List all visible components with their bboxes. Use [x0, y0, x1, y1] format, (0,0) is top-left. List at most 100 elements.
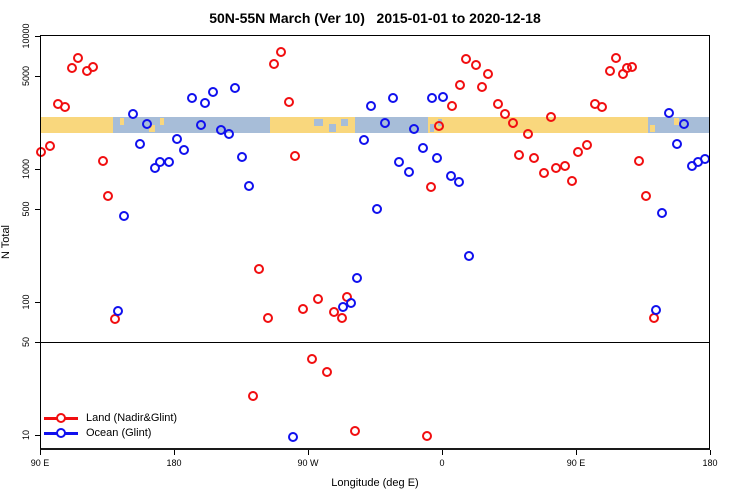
ocean-point	[663, 107, 674, 118]
land-point	[44, 140, 55, 151]
land-point	[626, 61, 637, 72]
land-point	[500, 108, 511, 119]
ocean-point	[113, 305, 124, 316]
ocean-point	[409, 123, 419, 134]
land-point	[559, 161, 570, 172]
land-point	[312, 294, 323, 305]
ocean-point	[371, 204, 382, 215]
ocean-point	[199, 97, 210, 108]
y-axis-tick-label-text: 10	[21, 429, 31, 441]
land-legend-marker-icon	[44, 412, 78, 423]
x-axis-tick	[576, 450, 577, 455]
land-point	[633, 155, 644, 166]
land-point	[604, 65, 615, 76]
land-point	[476, 81, 487, 92]
ocean-point	[379, 117, 390, 128]
x-axis-tick	[308, 450, 309, 455]
ocean-point	[128, 108, 139, 119]
land-point	[640, 191, 651, 202]
ocean-point	[393, 156, 404, 167]
ocean-point	[163, 156, 174, 167]
y-axis-tick-label-text: 5000	[21, 66, 31, 87]
ocean-point	[244, 181, 255, 191]
land-point	[433, 121, 444, 132]
land-point	[611, 52, 622, 63]
ocean-point	[149, 162, 160, 173]
land-point	[538, 168, 549, 178]
ocean-point	[224, 128, 235, 139]
land-point	[36, 147, 47, 158]
land-point	[328, 307, 339, 318]
land-point	[276, 47, 287, 57]
y-axis-tick	[35, 76, 40, 78]
y-axis-tick	[35, 435, 40, 436]
y-axis-tick-label-text: 10000	[21, 23, 31, 49]
map-band-lake	[328, 124, 337, 133]
land-point	[572, 147, 583, 158]
land-point	[307, 354, 318, 365]
land-point	[425, 181, 436, 192]
land-point	[566, 175, 577, 186]
x-axis-tick-label: 0	[439, 458, 445, 468]
ocean-point	[135, 139, 146, 150]
land-point	[513, 149, 524, 160]
ocean-point	[118, 210, 129, 221]
x-axis-tick-label: 90 E	[566, 458, 586, 468]
land-point	[103, 191, 114, 202]
ocean-point	[346, 298, 357, 309]
land-point	[336, 312, 347, 323]
y-axis-tick	[35, 209, 40, 211]
map-band-lake	[430, 124, 434, 133]
y-axis-tick-label-text: 50	[21, 337, 31, 348]
ocean-point	[453, 176, 464, 187]
land-point	[618, 68, 629, 79]
x-axis-tick	[40, 450, 41, 455]
land-point	[290, 151, 301, 162]
land-point	[97, 155, 108, 166]
ocean-point	[287, 431, 298, 442]
ocean-point	[187, 92, 197, 103]
land-point	[67, 62, 77, 73]
map-band-island	[119, 118, 125, 126]
land-point	[529, 152, 539, 163]
ocean-point	[171, 134, 182, 145]
ocean-point	[678, 118, 689, 129]
land-point	[421, 431, 432, 442]
map-band-island	[149, 124, 156, 133]
ocean-legend-marker-icon	[44, 427, 78, 438]
x-axis-tick-label: 180	[166, 458, 182, 468]
land-point	[597, 101, 608, 112]
ocean-point	[230, 82, 241, 93]
ocean-point	[463, 250, 474, 261]
x-axis-tick-label: 90 W	[297, 458, 319, 468]
x-axis-tick	[174, 450, 175, 455]
ocean-point	[431, 152, 442, 163]
ocean-point	[651, 305, 662, 316]
ocean-point	[351, 273, 362, 284]
land-point	[470, 60, 481, 71]
land-point	[297, 304, 308, 315]
legend-item-ocean: Ocean (Glint)	[44, 425, 177, 440]
ocean-point	[195, 120, 206, 131]
land-point	[582, 139, 593, 150]
y-axis-tick-label-text: 1000	[21, 158, 31, 180]
ocean-point	[445, 171, 456, 182]
land-point	[455, 79, 465, 90]
land-point	[254, 264, 264, 275]
land-point	[545, 112, 556, 122]
land-point	[508, 117, 519, 128]
land-point	[60, 101, 70, 112]
map-band-island	[159, 118, 165, 126]
ocean-point	[388, 92, 398, 103]
land-point	[72, 52, 83, 63]
ocean-point	[427, 92, 438, 103]
land-point	[483, 68, 493, 79]
ocean-point	[237, 152, 248, 163]
ocean-point	[142, 118, 153, 129]
ocean-point	[358, 135, 369, 146]
ocean-point	[671, 139, 682, 150]
ocean-point	[438, 91, 449, 102]
y-axis-tick	[35, 302, 40, 303]
land-point	[493, 99, 504, 110]
